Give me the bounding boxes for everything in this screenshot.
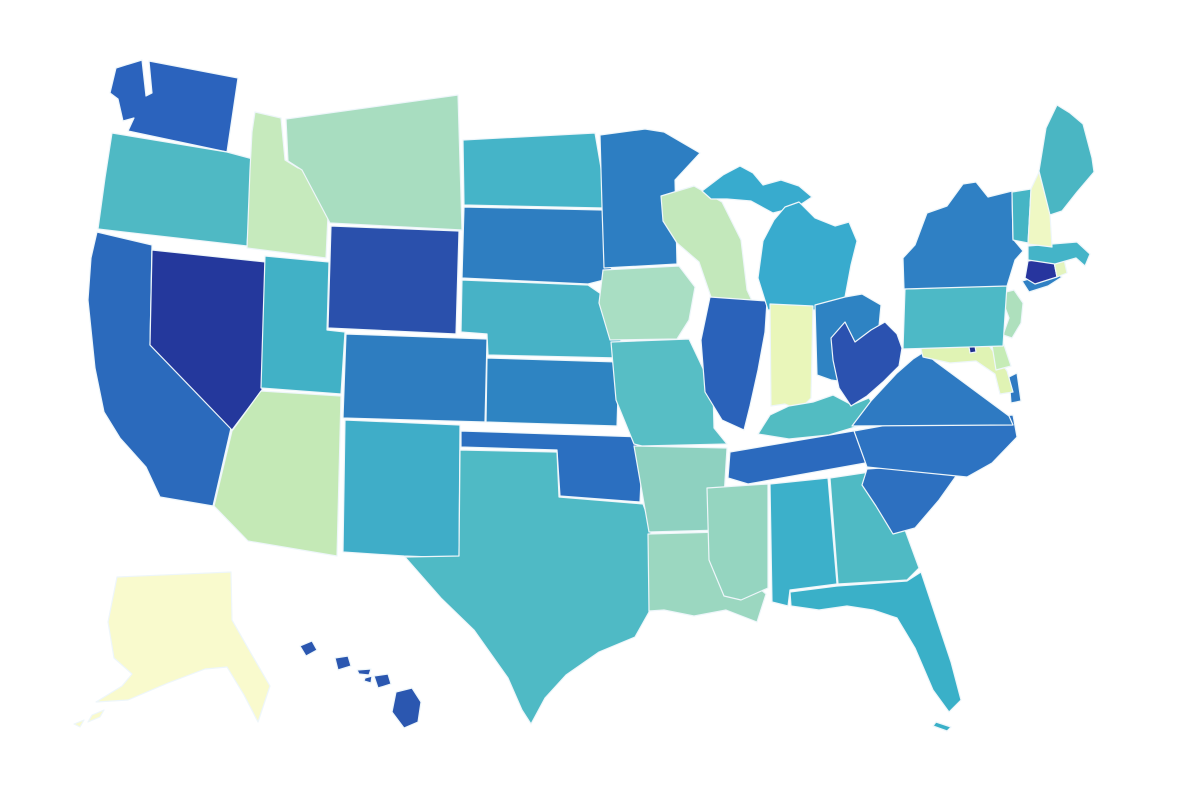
state-wv[interactable] — [830, 321, 903, 407]
state-wy[interactable] — [327, 225, 460, 335]
state-hi-oahu[interactable] — [334, 655, 352, 671]
state-ms[interactable] — [706, 483, 769, 601]
state-va-eastern-shore[interactable] — [1008, 372, 1022, 404]
state-nm[interactable] — [342, 419, 461, 559]
state-ak[interactable] — [95, 571, 271, 723]
state-hi-lanai[interactable] — [363, 675, 373, 684]
state-me[interactable] — [1038, 104, 1095, 216]
state-hi-maui[interactable] — [373, 673, 392, 689]
state-mo[interactable] — [610, 338, 728, 447]
state-az[interactable] — [213, 390, 342, 557]
state-fl[interactable] — [789, 571, 962, 713]
state-hi-molokai[interactable] — [356, 668, 372, 676]
state-mi[interactable] — [757, 201, 858, 311]
state-ak-aleutians[interactable] — [87, 709, 105, 723]
state-fl-keys[interactable] — [932, 721, 952, 732]
state-mt[interactable] — [285, 94, 463, 231]
state-al[interactable] — [769, 477, 838, 607]
state-co[interactable] — [342, 333, 488, 423]
state-ny[interactable] — [902, 181, 1024, 290]
state-nd[interactable] — [462, 132, 604, 209]
state-ma[interactable] — [1027, 241, 1091, 267]
state-sd[interactable] — [461, 206, 613, 285]
state-pa[interactable] — [902, 284, 1008, 350]
state-ks[interactable] — [485, 357, 620, 427]
state-ut[interactable] — [260, 255, 346, 395]
state-hi-kauai[interactable] — [299, 640, 318, 657]
state-ak-aleutians-tip[interactable] — [73, 719, 85, 728]
state-hi-big-island[interactable] — [391, 687, 422, 729]
state-ia[interactable] — [598, 265, 696, 341]
state-mi-upper-peninsula[interactable] — [701, 165, 813, 214]
state-in[interactable] — [769, 303, 814, 411]
state-il[interactable] — [700, 296, 768, 431]
state-nh[interactable] — [1027, 171, 1053, 248]
state-tx[interactable] — [404, 449, 652, 725]
